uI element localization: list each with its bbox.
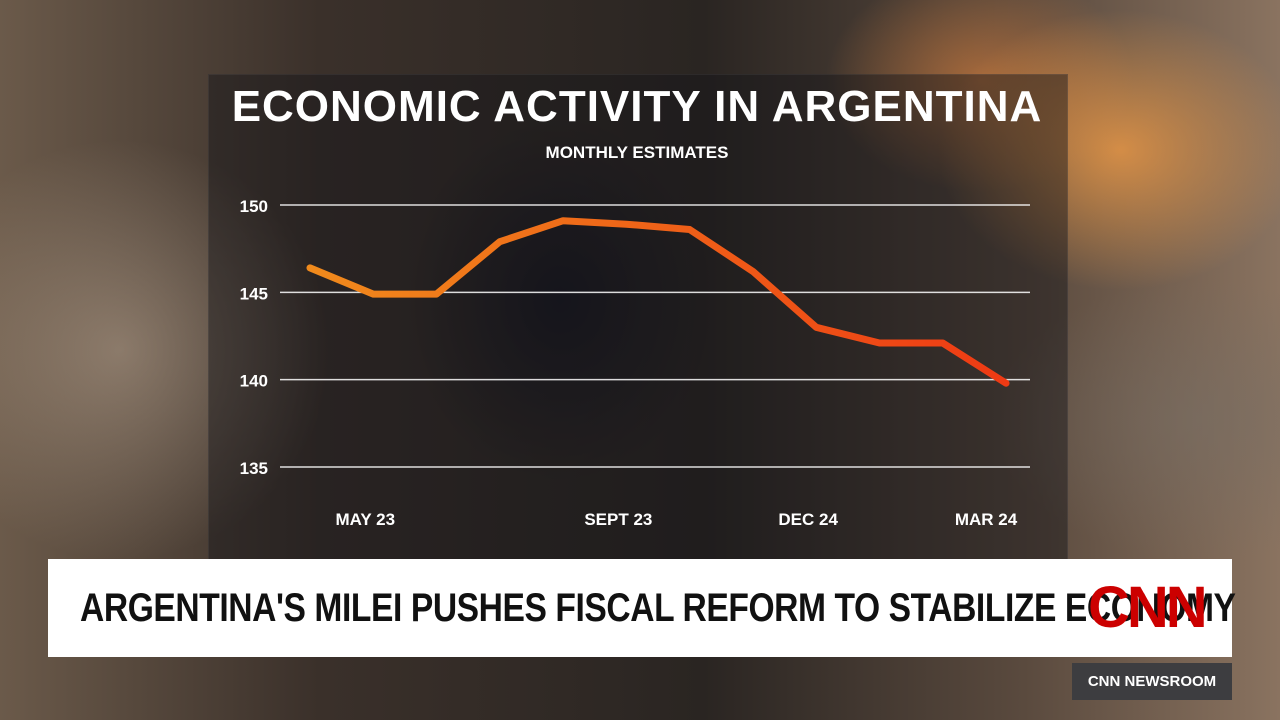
show-name-badge: CNN NEWSROOM — [1072, 663, 1232, 700]
chart-subtitle: MONTHLY ESTIMATES — [545, 143, 729, 162]
y-tick-label: 150 — [240, 197, 268, 216]
series-line — [306, 217, 1010, 387]
y-tick-label: 140 — [240, 372, 268, 391]
chart-title: ECONOMIC ACTIVITY IN ARGENTINA — [231, 82, 1043, 131]
x-tick-label: DEC 24 — [778, 510, 838, 529]
x-tick-label: SEPT 23 — [584, 510, 652, 529]
y-tick-label: 135 — [240, 459, 268, 478]
lower-third-banner: ARGENTINA'S MILEI PUSHES FISCAL REFORM T… — [48, 559, 1236, 657]
x-tick-label: MAR 24 — [955, 510, 1018, 529]
y-tick-label: 145 — [240, 284, 268, 303]
cnn-logo: CNN — [1088, 575, 1208, 640]
headline: ARGENTINA'S MILEI PUSHES FISCAL REFORM T… — [80, 586, 1236, 630]
chart-panel — [208, 74, 1068, 576]
x-tick-label: MAY 23 — [335, 510, 395, 529]
